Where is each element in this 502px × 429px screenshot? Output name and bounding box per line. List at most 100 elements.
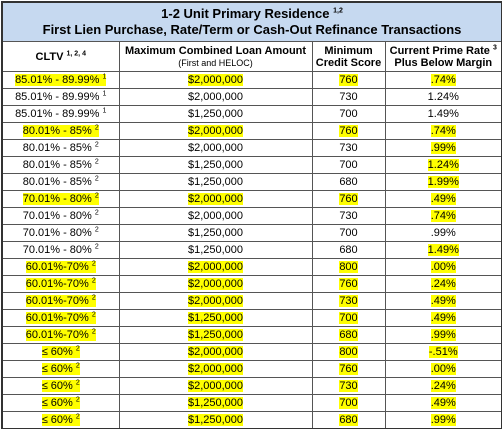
rate-cell: 1.49% xyxy=(384,241,502,259)
amount: $1,250,000 xyxy=(187,329,244,341)
amount: $1,250,000 xyxy=(187,397,244,409)
credit-score-cell: 760 xyxy=(311,275,386,293)
rate-cell: .99% xyxy=(384,326,502,344)
rate-cell: .49% xyxy=(384,394,502,412)
amount: $2,000,000 xyxy=(187,295,244,307)
credit-score: 680 xyxy=(339,176,358,188)
table-row: 70.01% - 80% 2 $2,000,000 730 .74% xyxy=(1,207,502,225)
cltv-wrap: 85.01% - 89.99% 1 xyxy=(15,73,107,86)
credit-score: 680 xyxy=(339,414,358,426)
credit-score: 730 xyxy=(339,91,358,103)
credit-score: 760 xyxy=(339,193,358,205)
amount-cell: $1,250,000 xyxy=(118,173,313,191)
rate: .49% xyxy=(430,397,456,409)
amount: $1,250,000 xyxy=(187,312,244,324)
table-row: 60.01%-70% 2 $2,000,000 800 .00% xyxy=(1,258,502,276)
table-row: ≤ 60% 2 $2,000,000 760 .00% xyxy=(1,360,502,378)
cltv-sup: 2 xyxy=(75,379,80,387)
table-row: 60.01%-70% 2 $1,250,000 680 .99% xyxy=(1,326,502,344)
cltv: 70.01% - 80% xyxy=(22,210,92,222)
credit-score-cell: 680 xyxy=(311,241,386,259)
amount-cell: $2,000,000 xyxy=(118,360,313,378)
cltv-wrap: 60.01%-70% 2 xyxy=(25,328,96,341)
rate: .74% xyxy=(430,125,456,137)
rate-cell: -.51% xyxy=(384,343,502,361)
cltv-cell: 80.01% - 85% 2 xyxy=(1,139,120,157)
col-label: Credit Score xyxy=(315,56,382,69)
cltv-cell: 70.01% - 80% 2 xyxy=(1,241,120,259)
col-header: Minimum Credit Score xyxy=(311,41,386,72)
amount: $1,250,000 xyxy=(187,159,244,171)
cltv-wrap: 80.01% - 85% 2 xyxy=(23,175,99,188)
cltv-sup: 2 xyxy=(94,124,99,132)
credit-score-cell: 730 xyxy=(311,292,386,310)
rate-cell: .00% xyxy=(384,258,502,276)
amount: $2,000,000 xyxy=(187,193,244,205)
cltv-cell: 80.01% - 85% 2 xyxy=(1,173,120,191)
cltv: ≤ 60% xyxy=(41,397,73,409)
cltv-cell: 60.01%-70% 2 xyxy=(1,275,120,293)
cltv-sup: 2 xyxy=(91,328,96,336)
cltv: 70.01% - 80% xyxy=(22,193,92,205)
cltv-sup: 1 xyxy=(102,73,107,81)
credit-score-cell: 700 xyxy=(311,105,386,123)
cltv: ≤ 60% xyxy=(41,414,73,426)
amount-cell: $2,000,000 xyxy=(118,207,313,225)
credit-score: 700 xyxy=(339,159,358,171)
credit-score: 730 xyxy=(339,295,358,307)
amount-cell: $2,000,000 xyxy=(118,88,313,106)
cltv: 60.01%-70% xyxy=(25,312,89,324)
rate: .49% xyxy=(430,312,456,324)
cltv-wrap: 80.01% - 85% 2 xyxy=(23,158,99,171)
cltv-wrap: ≤ 60% 2 xyxy=(41,413,80,426)
cltv-sup: 1 xyxy=(102,107,107,115)
credit-score: 730 xyxy=(339,142,358,154)
amount-cell: $1,250,000 xyxy=(118,224,313,242)
cltv: ≤ 60% xyxy=(41,380,73,392)
rate-cell: .00% xyxy=(384,360,502,378)
title-cell: 1-2 Unit Primary Residence 1,2 First Lie… xyxy=(1,1,502,42)
cltv-cell: 60.01%-70% 2 xyxy=(1,258,120,276)
cltv-cell: 70.01% - 80% 2 xyxy=(1,190,120,208)
rate: .49% xyxy=(430,295,456,307)
rate: .24% xyxy=(430,380,456,392)
rate: .00% xyxy=(430,261,456,273)
credit-score: 760 xyxy=(339,74,358,86)
table-row: 80.01% - 85% 2 $2,000,000 730 .99% xyxy=(1,139,502,157)
table-row: ≤ 60% 2 $1,250,000 680 .99% xyxy=(1,411,502,429)
cltv-sup: 2 xyxy=(94,209,99,217)
cltv-sup: 2 xyxy=(94,226,99,234)
cltv-cell: 85.01% - 89.99% 1 xyxy=(1,88,120,106)
amount: $2,000,000 xyxy=(187,261,244,273)
col-label: Minimum xyxy=(324,44,373,57)
amount: $2,000,000 xyxy=(187,380,244,392)
amount-cell: $2,000,000 xyxy=(118,258,313,276)
amount-cell: $1,250,000 xyxy=(118,411,313,429)
credit-score-cell: 700 xyxy=(311,394,386,412)
cltv-sup: 2 xyxy=(91,311,96,319)
amount-cell: $2,000,000 xyxy=(118,122,313,140)
col-sup: 1, 2, 4 xyxy=(66,49,86,57)
table-row: 85.01% - 89.99% 1 $2,000,000 760 .74% xyxy=(1,71,502,89)
cltv-cell: 60.01%-70% 2 xyxy=(1,326,120,344)
amount-cell: $2,000,000 xyxy=(118,139,313,157)
table-row: 60.01%-70% 2 $1,250,000 700 .49% xyxy=(1,309,502,327)
rate-cell: .99% xyxy=(384,411,502,429)
rate: 1.24% xyxy=(427,159,459,171)
amount: $2,000,000 xyxy=(187,346,244,358)
credit-score-cell: 700 xyxy=(311,224,386,242)
cltv-wrap: 70.01% - 80% 2 xyxy=(23,226,99,239)
rate-cell: 1.99% xyxy=(384,173,502,191)
amount: $2,000,000 xyxy=(187,363,244,375)
col-label: Current Prime Rate xyxy=(389,44,490,57)
cltv: 60.01%-70% xyxy=(25,295,89,307)
rate-cell: 1.49% xyxy=(384,105,502,123)
cltv-cell: 70.01% - 80% 2 xyxy=(1,207,120,225)
cltv-wrap: 70.01% - 80% 2 xyxy=(22,209,99,222)
amount-cell: $2,000,000 xyxy=(118,275,313,293)
rate: .74% xyxy=(430,74,456,86)
table-row: 60.01%-70% 2 $2,000,000 760 .24% xyxy=(1,275,502,293)
rate-cell: .24% xyxy=(384,275,502,293)
cltv-sup: 2 xyxy=(91,294,96,302)
